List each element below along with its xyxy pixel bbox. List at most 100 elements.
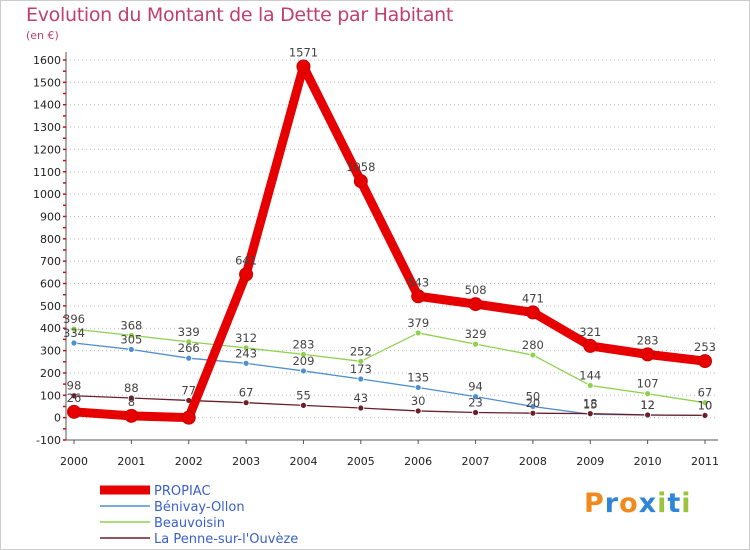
data-point xyxy=(525,305,540,320)
y-tick-label: 600 xyxy=(40,278,61,291)
y-tick-label: 1000 xyxy=(33,188,61,201)
data-label: 305 xyxy=(120,332,142,346)
data-point xyxy=(472,393,479,401)
data-point xyxy=(644,390,652,398)
brand-letter: i xyxy=(681,488,692,519)
brand-letter: P xyxy=(584,488,605,519)
data-label: 339 xyxy=(178,325,200,339)
data-label: 209 xyxy=(292,354,314,368)
x-tick-label: 2001 xyxy=(117,455,145,468)
data-point xyxy=(296,59,311,74)
data-label: 8 xyxy=(128,395,135,409)
y-tick-label: 1300 xyxy=(33,121,61,134)
y-tick-label: 900 xyxy=(40,210,61,223)
x-tick-label: 2007 xyxy=(462,455,490,468)
y-tick-label: 100 xyxy=(40,389,61,402)
data-label: 50 xyxy=(526,389,541,403)
x-tick-label: 2000 xyxy=(60,455,88,468)
data-point xyxy=(701,412,709,419)
data-point xyxy=(242,399,250,407)
y-tick-label: 400 xyxy=(40,322,61,335)
data-point xyxy=(529,351,537,359)
x-tick-label: 2004 xyxy=(289,455,317,468)
data-label: 10 xyxy=(698,398,713,412)
data-label: 144 xyxy=(579,368,601,382)
data-label: 334 xyxy=(63,326,85,340)
series-line-La Penne-sur-l'Ouvèze xyxy=(73,395,706,417)
proxiti-logo[interactable]: Proxiti xyxy=(584,488,692,519)
data-label: 23 xyxy=(468,396,483,410)
data-point xyxy=(353,174,368,189)
data-point xyxy=(127,346,135,353)
data-label: 67 xyxy=(698,386,713,400)
data-point xyxy=(586,410,594,418)
data-label: 30 xyxy=(411,394,426,408)
data-label: 396 xyxy=(63,312,85,326)
data-label: 135 xyxy=(407,370,429,384)
brand-letter: x xyxy=(638,488,658,519)
y-tick-label: 1500 xyxy=(33,76,61,89)
data-label: 1571 xyxy=(289,45,318,59)
data-point xyxy=(127,394,135,402)
data-label: 20 xyxy=(526,396,541,410)
y-tick-label: 300 xyxy=(40,345,61,358)
data-label: 107 xyxy=(637,377,659,391)
y-tick-label: 200 xyxy=(40,367,61,380)
data-label: 252 xyxy=(350,344,372,358)
data-label: 641 xyxy=(235,253,257,267)
data-label: 173 xyxy=(350,362,372,376)
data-label: 10 xyxy=(698,398,713,412)
data-point xyxy=(414,329,422,337)
legend-label: La Penne-sur-l'Ouvèze xyxy=(154,532,298,547)
series-line-Beauvoisin xyxy=(73,328,706,404)
data-label: 18 xyxy=(583,397,598,411)
data-point xyxy=(300,401,307,409)
data-point xyxy=(468,297,483,312)
data-point xyxy=(242,359,250,367)
data-point xyxy=(300,350,307,358)
data-point xyxy=(70,325,78,333)
y-tick-label: -100 xyxy=(36,434,61,447)
data-label: 321 xyxy=(579,325,601,339)
x-tick-label: 2008 xyxy=(519,455,547,468)
data-point xyxy=(529,409,537,417)
data-point xyxy=(239,267,254,282)
chart-title: Evolution du Montant de la Dette par Hab… xyxy=(26,4,454,26)
legend-label: Beauvoisin xyxy=(154,516,225,531)
data-point xyxy=(414,384,422,391)
data-label: 471 xyxy=(522,291,544,305)
chart-unit-label: (en €) xyxy=(26,29,59,42)
series-line-PROPIAC xyxy=(69,61,710,423)
data-point xyxy=(583,338,598,353)
x-tick-label: 2005 xyxy=(347,455,375,468)
data-point xyxy=(67,404,81,419)
data-point xyxy=(411,289,426,304)
y-tick-label: 1400 xyxy=(33,99,61,112)
y-tick-label: 800 xyxy=(40,233,61,246)
data-point xyxy=(124,408,139,423)
brand-letter: t xyxy=(667,488,682,519)
y-tick-label: 700 xyxy=(40,255,61,268)
legend-label: Bénivay-Ollon xyxy=(154,500,245,515)
data-label: 253 xyxy=(694,340,716,354)
data-point xyxy=(127,331,135,339)
x-tick-label: 2003 xyxy=(232,455,260,468)
y-tick-label: 1200 xyxy=(33,143,61,156)
brand-letter: i xyxy=(657,488,668,519)
data-label: 379 xyxy=(407,316,429,330)
data-label: 329 xyxy=(465,327,487,341)
brand-letter: r xyxy=(604,488,620,519)
data-label: 98 xyxy=(67,379,82,393)
data-point xyxy=(472,409,479,416)
data-label: 280 xyxy=(522,338,544,352)
data-label: 266 xyxy=(178,341,200,355)
data-point xyxy=(586,382,594,389)
series-line-Bénivay-Ollon xyxy=(73,342,706,417)
data-label: 55 xyxy=(296,388,311,402)
data-label: 12 xyxy=(640,398,655,412)
data-point xyxy=(472,340,479,348)
x-tick-label: 2009 xyxy=(576,455,604,468)
data-label: 77 xyxy=(181,383,196,397)
data-label: 26 xyxy=(67,391,82,405)
